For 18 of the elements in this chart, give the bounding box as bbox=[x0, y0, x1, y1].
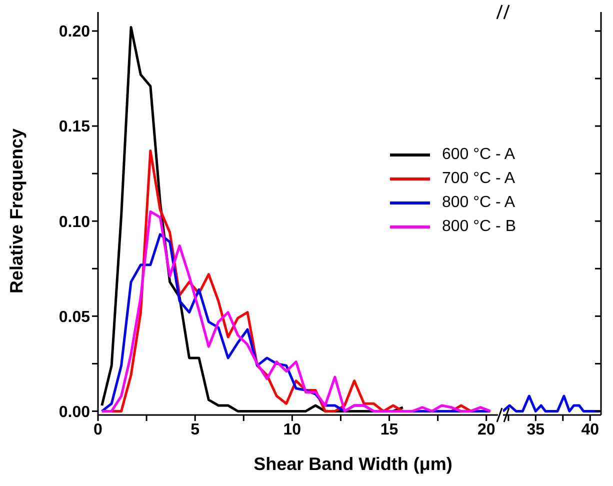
x-axis-title: Shear Band Width (μm) bbox=[252, 454, 454, 475]
legend-label: 800 °C - A bbox=[442, 194, 516, 212]
legend-label: 800 °C - B bbox=[442, 218, 516, 236]
legend-label: 600 °C - A bbox=[442, 146, 516, 164]
x-tick-label: 15 bbox=[380, 421, 398, 438]
y-tick-label: 0.15 bbox=[58, 118, 90, 136]
y-tick-label: 0.20 bbox=[58, 24, 90, 41]
x-tick-label: 10 bbox=[283, 421, 302, 438]
y-axis-title: Relative Frequency bbox=[6, 128, 26, 294]
y-tick-label: 0.00 bbox=[58, 404, 90, 421]
legend-label: 700 °C - A bbox=[442, 170, 516, 188]
x-tick-label: 40 bbox=[581, 421, 600, 438]
x-tick-label: 5 bbox=[190, 421, 200, 438]
x-tick-label: 20 bbox=[477, 421, 496, 438]
x-tick-label: 35 bbox=[526, 421, 545, 438]
y-tick-label: 0.10 bbox=[58, 214, 90, 231]
x-tick-label: 0 bbox=[94, 421, 103, 438]
y-tick-label: 0.05 bbox=[58, 308, 90, 326]
